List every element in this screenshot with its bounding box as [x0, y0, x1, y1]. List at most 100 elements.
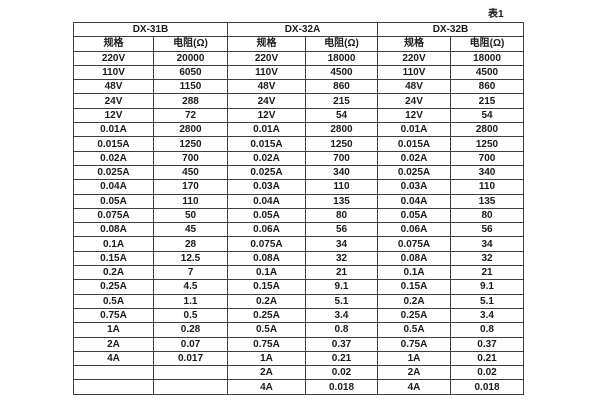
- table-header: DX-31B DX-32A DX-32B 规格 电阻(Ω) 规格 电阻(Ω) 规…: [73, 21, 524, 52]
- table-cell: 0.1A: [377, 265, 451, 281]
- table-cell: 56: [450, 222, 524, 238]
- table-cell: 0.37: [450, 336, 524, 352]
- table-cell: 2A: [377, 365, 451, 381]
- table-cell: 1150: [153, 79, 228, 95]
- table-cell: 0.03A: [227, 179, 306, 195]
- table-cell: 48V: [377, 79, 451, 95]
- table-cell: 0.5A: [73, 293, 154, 309]
- table-row: 0.1A 28 0.075A 34 0.075A 34: [73, 236, 524, 252]
- column-header-row: 规格 电阻(Ω) 规格 电阻(Ω) 规格 电阻(Ω): [73, 36, 524, 52]
- col-header-spec: 规格: [227, 36, 306, 52]
- table-cell: 2800: [305, 122, 378, 138]
- table-cell: 0.21: [450, 350, 524, 367]
- table-cell: 0.75A: [227, 336, 306, 352]
- table-cell: 0.05A: [227, 207, 306, 224]
- table-cell: 80: [450, 207, 524, 224]
- table-cell: 110V: [73, 64, 154, 81]
- table-cell: 56: [305, 222, 378, 238]
- table-row: 0.05A 110 0.04A 135 0.04A 135: [73, 193, 524, 209]
- table-row: 0.08A 45 0.06A 56 0.06A 56: [73, 222, 524, 238]
- table-cell: [153, 379, 228, 395]
- table-cell: 72: [153, 107, 228, 124]
- table-cell: 0.08A: [377, 250, 451, 267]
- table-cell: 0.08A: [73, 222, 154, 238]
- table-cell: 1250: [153, 136, 228, 152]
- table-cell: 110: [305, 179, 378, 195]
- table-cell: 48V: [227, 79, 306, 95]
- col-header-resistance: 电阻(Ω): [153, 36, 228, 52]
- table-cell: 0.06A: [227, 222, 306, 238]
- table-caption: 表1: [488, 9, 504, 20]
- table-cell: 0.8: [305, 322, 378, 338]
- table-cell: 12V: [73, 107, 154, 124]
- table-cell: 0.08A: [227, 250, 306, 267]
- table-row: 0.025A 450 0.025A 340 0.025A 340: [73, 164, 524, 181]
- table-cell: 2A: [227, 365, 306, 381]
- table-cell: 340: [450, 164, 524, 181]
- table-cell: 0.04A: [73, 179, 154, 195]
- table-cell: 4500: [305, 64, 378, 81]
- table-cell: 12V: [377, 107, 451, 124]
- table-cell: 0.5A: [377, 322, 451, 338]
- table-cell: 24V: [73, 93, 154, 109]
- table-cell: 860: [305, 79, 378, 95]
- table-cell: 0.1A: [227, 265, 306, 281]
- table-cell: 0.025A: [377, 164, 451, 181]
- table-cell: 0.07: [153, 336, 228, 352]
- table-cell: 215: [305, 93, 378, 109]
- table-cell: 0.25A: [227, 307, 306, 324]
- table-row: 110V 6050 110V 4500 110V 4500: [73, 64, 524, 81]
- table-cell: 0.018: [305, 379, 378, 395]
- table-cell: 20000: [153, 50, 228, 66]
- table-cell: 4A: [227, 379, 306, 395]
- table-cell: 7: [153, 265, 228, 281]
- table-cell: 0.075A: [73, 207, 154, 224]
- table-cell: 4A: [377, 379, 451, 395]
- table-cell: 0.2A: [73, 265, 154, 281]
- table-row: 0.04A 170 0.03A 110 0.03A 110: [73, 179, 524, 195]
- table-cell: 3.4: [450, 307, 524, 324]
- table-cell: 220V: [377, 50, 451, 66]
- table-cell: 1250: [305, 136, 378, 152]
- table-cell: 0.05A: [377, 207, 451, 224]
- table-cell: 18000: [305, 50, 378, 66]
- table-row: 0.01A 2800 0.01A 2800 0.01A 2800: [73, 122, 524, 138]
- table-cell: 2800: [450, 122, 524, 138]
- table-cell: 340: [305, 164, 378, 181]
- table-cell: 0.04A: [227, 193, 306, 209]
- table-cell: 0.15A: [227, 279, 306, 295]
- table-cell: 2A: [73, 336, 154, 352]
- table-cell: 4.5: [153, 279, 228, 295]
- col-header-spec: 规格: [73, 36, 154, 52]
- table-cell: 28: [153, 236, 228, 252]
- table-cell: 220V: [73, 50, 154, 66]
- table-row: 1A 0.28 0.5A 0.8 0.5A 0.8: [73, 322, 524, 338]
- table-cell: 110V: [377, 64, 451, 81]
- table-row: 4A 0.017 1A 0.21 1A 0.21: [73, 350, 524, 367]
- table-cell: 0.2A: [227, 293, 306, 309]
- table-row: 220V 20000 220V 18000 220V 18000: [73, 50, 524, 66]
- table-cell: 12.5: [153, 250, 228, 267]
- table-cell: 0.5: [153, 307, 228, 324]
- table-cell: 12V: [227, 107, 306, 124]
- table-cell: 0.02A: [377, 150, 451, 166]
- table-row: 0.075A 50 0.05A 80 0.05A 80: [73, 207, 524, 224]
- table-cell: 9.1: [305, 279, 378, 295]
- table-cell: 0.21: [305, 350, 378, 367]
- table-cell: 1250: [450, 136, 524, 152]
- table-cell: 0.075A: [227, 236, 306, 252]
- table-cell: 50: [153, 207, 228, 224]
- table-cell: 0.28: [153, 322, 228, 338]
- table-cell: 5.1: [450, 293, 524, 309]
- table-cell: 0.75A: [377, 336, 451, 352]
- table-cell: 288: [153, 93, 228, 109]
- table-row: 2A 0.07 0.75A 0.37 0.75A 0.37: [73, 336, 524, 352]
- table-cell: 0.03A: [377, 179, 451, 195]
- table-cell: 0.1A: [73, 236, 154, 252]
- group-header-row: DX-31B DX-32A DX-32B: [73, 21, 524, 38]
- table-cell: 0.018: [450, 379, 524, 395]
- group-header-dx32a: DX-32A: [227, 21, 378, 38]
- table-cell: 220V: [227, 50, 306, 66]
- table-cell: 215: [450, 93, 524, 109]
- col-header-resistance: 电阻(Ω): [305, 36, 378, 52]
